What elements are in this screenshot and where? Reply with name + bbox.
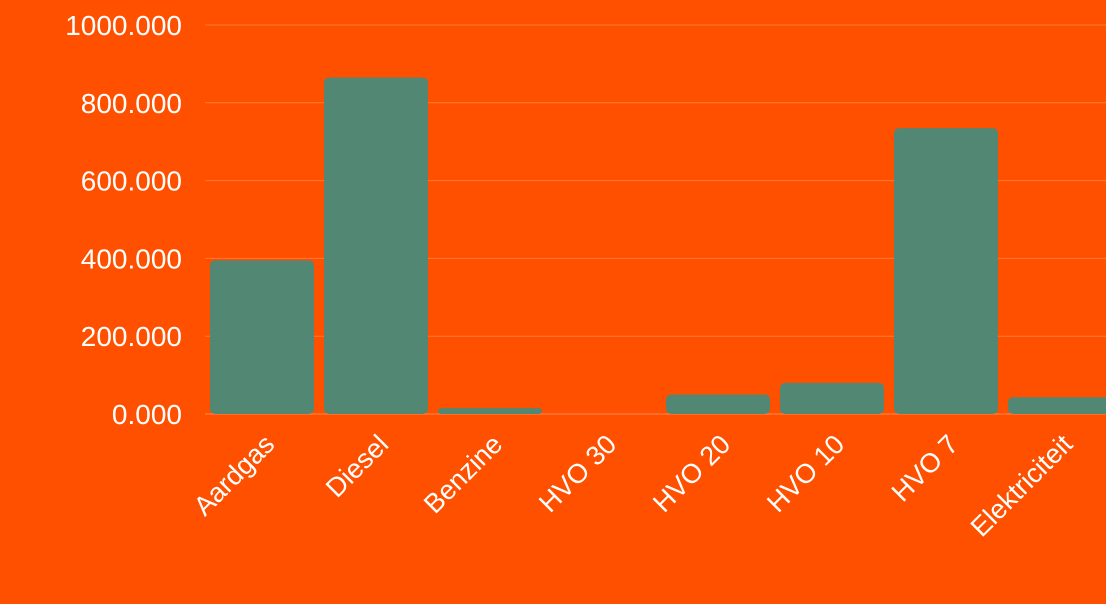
bar [780, 382, 884, 414]
x-tick-label: HVO 30 [533, 429, 622, 518]
y-axis-tick-labels: 0.000 200.000 400.000 600.000 800.000 1000.00… [65, 10, 182, 430]
x-axis-category-labels: Aardgas Diesel Benzine HVO 30 HVO 20 HVO 10 HV… [188, 429, 1079, 543]
x-tick-label: HVO 7 [886, 429, 965, 508]
x-tick-label: HVO 10 [761, 429, 850, 518]
y-tick-label: 200.000 [81, 321, 182, 352]
bar [666, 394, 770, 414]
bars [210, 77, 1106, 414]
bar [438, 408, 542, 414]
y-tick-label: 600.000 [81, 166, 182, 197]
y-tick-label: 800.000 [81, 88, 182, 119]
bar [894, 128, 998, 414]
y-tick-label: 1000.000 [65, 10, 182, 41]
bar [210, 260, 314, 414]
x-tick-label: Diesel [320, 429, 394, 503]
bar [1008, 397, 1106, 414]
x-tick-label: Aardgas [188, 429, 280, 521]
y-tick-label: 400.000 [81, 243, 182, 274]
x-tick-label: HVO 20 [647, 429, 736, 518]
x-tick-label: Elektriciteit [965, 429, 1079, 543]
x-tick-label: Benzine [418, 429, 508, 519]
bar [324, 77, 428, 414]
y-tick-label: 0.000 [112, 399, 182, 430]
